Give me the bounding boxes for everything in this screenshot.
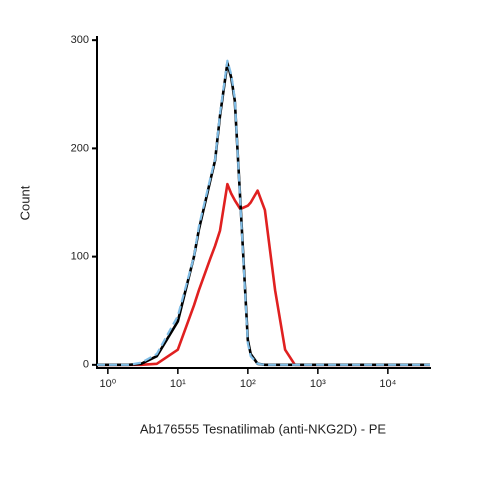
y-tick-label: 0 xyxy=(83,359,89,371)
x-tick-label: 10¹ xyxy=(170,378,186,390)
y-tick-label: 200 xyxy=(71,142,89,154)
x-tick-label: 10⁴ xyxy=(379,378,396,390)
histogram-line xyxy=(97,59,430,366)
x-axis-title: Ab176555 Tesnatilimab (anti-NKG2D) - PE xyxy=(140,421,386,436)
y-tick-label: 300 xyxy=(71,34,89,46)
histogram-line xyxy=(97,61,430,367)
x-tick-label: 10⁰ xyxy=(100,378,117,390)
histogram-line xyxy=(97,182,430,367)
x-tick-label: 10³ xyxy=(310,378,326,390)
y-tick-label: 100 xyxy=(71,251,89,263)
y-axis-title: Count xyxy=(17,185,32,220)
x-tick-label: 10² xyxy=(240,378,256,390)
